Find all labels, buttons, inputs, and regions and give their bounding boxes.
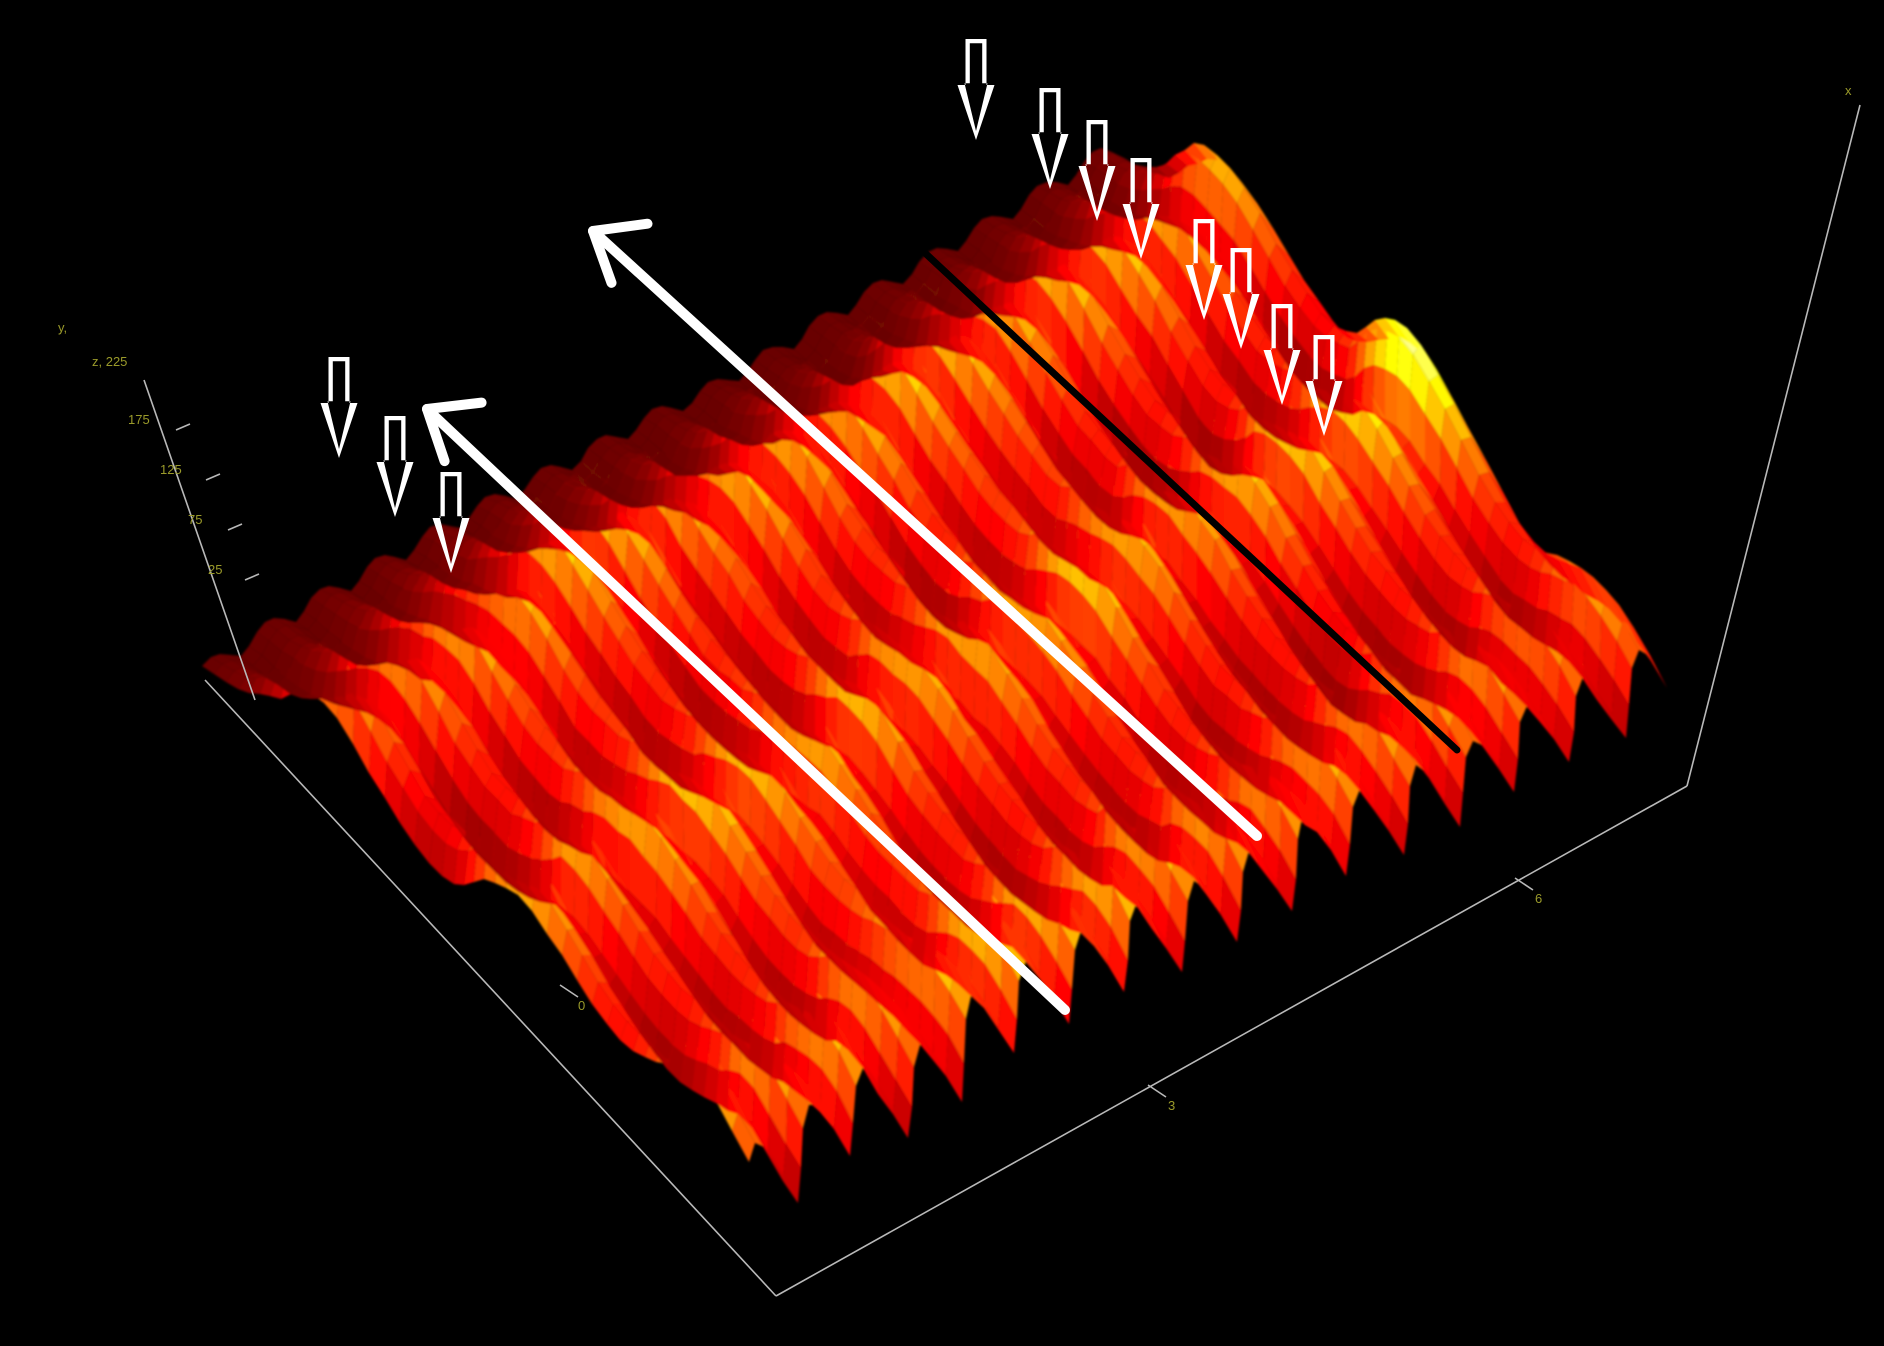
- svg-text:75: 75: [188, 512, 202, 527]
- svg-text:z, 225: z, 225: [92, 354, 127, 369]
- svg-text:3: 3: [1168, 1098, 1175, 1113]
- svg-text:x: x: [1845, 83, 1852, 98]
- svg-text:6: 6: [1535, 891, 1542, 906]
- svg-text:25: 25: [208, 562, 222, 577]
- svg-text:0: 0: [578, 998, 585, 1013]
- svg-text:125: 125: [160, 462, 182, 477]
- svg-text:y,: y,: [58, 320, 67, 335]
- svg-text:175: 175: [128, 412, 150, 427]
